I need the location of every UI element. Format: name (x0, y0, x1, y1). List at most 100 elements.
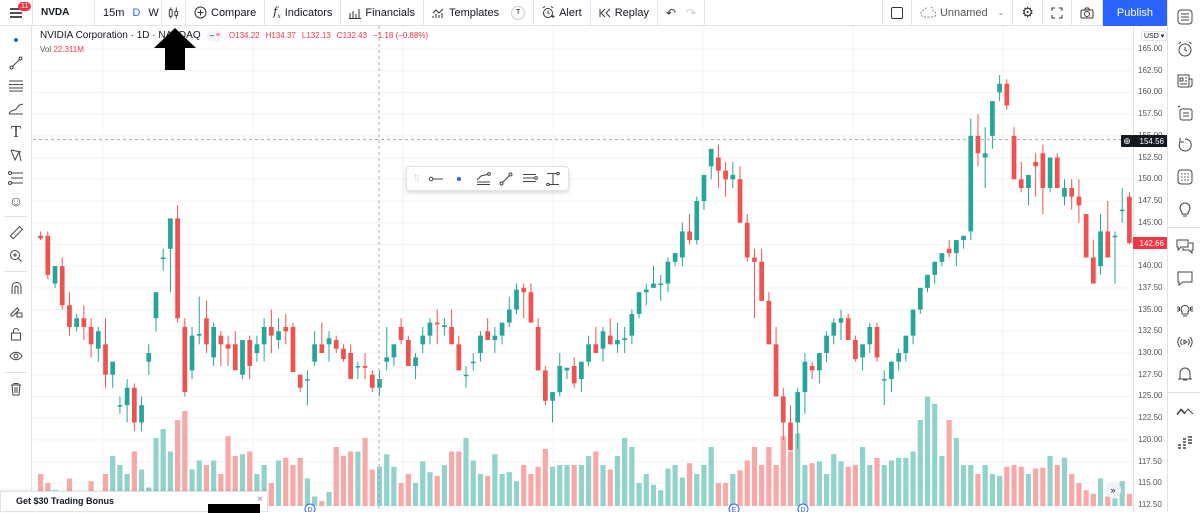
lock-drawings-tool[interactable] (0, 299, 32, 322)
volume-bar (607, 469, 613, 506)
lock-tool[interactable] (0, 322, 32, 345)
horizontal-lines-icon (9, 80, 23, 91)
remove-drawings-tool[interactable] (0, 377, 32, 400)
candle (542, 366, 548, 406)
dom-button[interactable] (1168, 427, 1200, 459)
idea-stream-button[interactable] (1168, 294, 1200, 326)
streams-button[interactable] (1168, 326, 1200, 358)
undo-icon[interactable]: ↶ (665, 5, 677, 20)
chart-type-button[interactable] (162, 0, 186, 26)
volume-bar (362, 438, 368, 506)
dot-tool[interactable] (450, 170, 468, 188)
separator (1168, 392, 1200, 393)
brush-tool[interactable] (0, 97, 32, 120)
cursor-dot-tool[interactable] (0, 28, 32, 51)
pattern-tool[interactable] (0, 143, 32, 166)
interval-selector: 15m D W ⌄ (95, 0, 173, 26)
volume-bar (254, 474, 260, 506)
ideas-button[interactable] (1168, 193, 1200, 225)
candle (427, 318, 433, 345)
horizontal-ray-tool[interactable] (427, 170, 445, 188)
eye-icon (9, 351, 23, 360)
layout-select-button[interactable] (881, 0, 912, 26)
trend-line-tool[interactable] (0, 51, 32, 74)
parallel-channel-tool[interactable] (521, 170, 539, 188)
close-icon[interactable]: × (257, 494, 263, 505)
publish-button[interactable]: Publish (1102, 0, 1167, 26)
camera-icon (1080, 7, 1094, 18)
zoom-in-tool[interactable] (0, 244, 32, 267)
snapshot-button[interactable] (1072, 0, 1103, 26)
volume-bar (1011, 465, 1017, 506)
calendar-button[interactable] (1168, 161, 1200, 193)
prediction-tool[interactable] (0, 166, 32, 189)
indicators-button[interactable]: fx Indicators (265, 0, 342, 26)
volume-bar (586, 456, 592, 506)
volume-bar (175, 420, 181, 506)
scroll-to-latest-button[interactable]: » (1105, 482, 1121, 498)
trend-line-tool[interactable] (497, 170, 515, 188)
price-tick: 165.00 (1138, 44, 1163, 53)
chats-button[interactable] (1168, 230, 1200, 262)
drawing-toolbar: T ☺ (0, 26, 32, 512)
pitchfork-tool[interactable] (474, 170, 492, 188)
volume-bar (203, 465, 210, 506)
news-button[interactable] (1168, 65, 1200, 97)
magnet-tool[interactable] (0, 276, 32, 299)
event-marker[interactable] (304, 503, 316, 512)
redo-icon[interactable]: ↷ (686, 5, 697, 20)
candle (240, 339, 245, 380)
currency-select[interactable]: USD ▾ (1141, 31, 1168, 41)
symbol-search[interactable]: NVDA (33, 0, 95, 26)
candle (579, 361, 584, 393)
candle (896, 348, 902, 371)
candle (355, 361, 361, 380)
main-menu-button[interactable]: 11 (0, 0, 33, 26)
interval-d[interactable]: D (132, 6, 141, 19)
volume-bar (117, 465, 123, 506)
volume-bar (960, 465, 967, 506)
watchlist-button[interactable] (1168, 1, 1200, 33)
volume-bar (557, 465, 563, 506)
volume-bar (809, 463, 815, 506)
double-chevron-right-icon: » (1110, 485, 1116, 495)
volume-bar (211, 460, 217, 506)
price-axis[interactable]: 165.00162.50160.00157.50155.00152.50150.… (1133, 26, 1167, 512)
alerts-button[interactable] (1168, 33, 1200, 65)
add-alert-plus-icon[interactable]: ⊕ (1121, 135, 1133, 147)
alert-button[interactable]: Alert (534, 0, 591, 26)
layout-name-button[interactable]: Unnamed ⌄ (912, 0, 1014, 26)
ruler-tool[interactable] (0, 221, 32, 244)
interval-w[interactable]: W (148, 6, 159, 19)
volume-bar (420, 461, 426, 506)
legend-toggle[interactable]: ━ ≡ (206, 30, 223, 41)
fib-tool[interactable] (0, 74, 32, 97)
notifications-button[interactable] (1168, 358, 1200, 390)
drag-handle-icon[interactable]: ⠿ (413, 174, 420, 183)
replay-button[interactable]: Replay (591, 0, 658, 26)
settings-button[interactable]: ⚙ (1013, 0, 1043, 26)
trading-panel-button[interactable] (1168, 395, 1200, 427)
candle (67, 292, 72, 336)
minds-button[interactable] (1168, 262, 1200, 294)
fullscreen-button[interactable] (1043, 0, 1072, 26)
event-marker[interactable] (797, 503, 809, 512)
compare-button[interactable]: Compare (186, 0, 266, 26)
price-range-tool[interactable] (544, 170, 562, 188)
emoji-tool[interactable]: ☺ (0, 189, 32, 212)
screener-button[interactable] (1168, 97, 1200, 129)
templates-button[interactable]: Templates T (424, 0, 535, 26)
hide-drawings-tool[interactable] (0, 345, 32, 368)
volume-bar (398, 483, 404, 506)
price-tick: 147.50 (1138, 196, 1163, 205)
text-tool[interactable]: T (0, 120, 32, 143)
candle (593, 326, 599, 354)
promo-banner[interactable]: Get $30 Trading Bonus × (0, 491, 268, 513)
financials-button[interactable]: Financials (341, 0, 424, 26)
interval-15m[interactable]: 15m (103, 6, 125, 19)
trend-line-icon (499, 172, 513, 185)
calendar-cycle-button[interactable] (1168, 129, 1200, 161)
event-marker[interactable] (728, 503, 740, 512)
